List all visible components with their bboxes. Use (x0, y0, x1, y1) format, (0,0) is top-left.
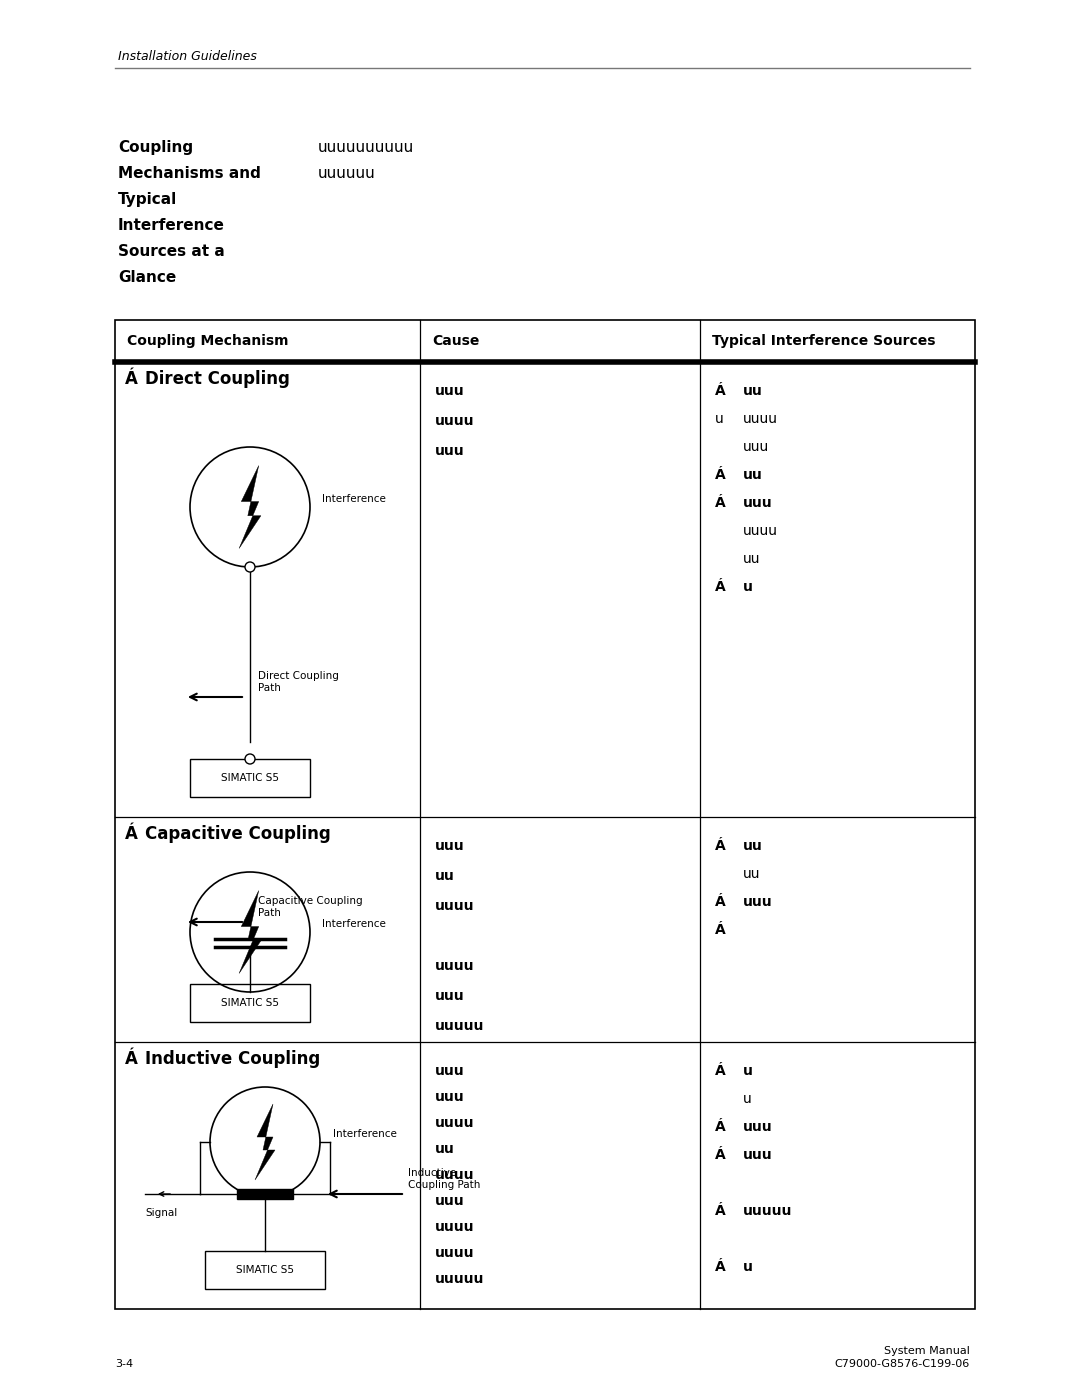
Text: Coupling: Coupling (118, 140, 193, 155)
Circle shape (245, 562, 255, 571)
Text: Capacitive Coupling: Capacitive Coupling (145, 826, 330, 842)
Text: Coupling Mechanism: Coupling Mechanism (127, 334, 288, 348)
Text: Á: Á (715, 1120, 726, 1134)
Bar (237, 1189, 293, 1199)
Text: Á: Á (125, 826, 138, 842)
Text: uuuu: uuuu (435, 1246, 474, 1260)
Text: Interference: Interference (333, 1129, 396, 1139)
Text: uuu: uuu (743, 1120, 772, 1134)
Text: Á: Á (715, 384, 726, 398)
Text: uuu: uuu (743, 496, 772, 510)
Polygon shape (239, 465, 261, 549)
Text: Á: Á (715, 580, 726, 594)
Text: Á: Á (715, 895, 726, 909)
Text: uuuuu: uuuuu (435, 1273, 484, 1287)
Text: Á: Á (715, 840, 726, 854)
Text: uuuu: uuuu (743, 412, 778, 426)
Bar (190, 983, 310, 1023)
Polygon shape (255, 1104, 275, 1180)
Text: Á: Á (715, 1204, 726, 1218)
Text: u: u (743, 580, 753, 594)
Text: u: u (715, 412, 724, 426)
Text: Typical Interference Sources: Typical Interference Sources (712, 334, 935, 348)
Text: uuu: uuu (743, 1148, 772, 1162)
Text: uu: uu (435, 1141, 455, 1155)
Text: Sources at a: Sources at a (118, 244, 225, 258)
Text: uuuu: uuuu (743, 524, 778, 538)
Text: uuu: uuu (435, 840, 464, 854)
Text: uu: uu (435, 869, 455, 883)
Bar (114, 320, 975, 1309)
Text: Á: Á (715, 1260, 726, 1274)
Text: uuuuu: uuuuu (435, 1018, 484, 1032)
Text: uu: uu (743, 384, 762, 398)
Text: uuuuuuuuuu: uuuuuuuuuu (318, 140, 415, 155)
Text: uuuu: uuuu (435, 1116, 474, 1130)
Text: SIMATIC S5: SIMATIC S5 (221, 773, 279, 782)
Text: System Manual
C79000-G8576-C199-06: System Manual C79000-G8576-C199-06 (835, 1345, 970, 1369)
Text: Direct Coupling: Direct Coupling (145, 370, 289, 388)
Text: u: u (743, 1065, 753, 1078)
Text: uuuu: uuuu (435, 958, 474, 972)
Text: 3-4: 3-4 (114, 1359, 133, 1369)
Text: Interference: Interference (118, 218, 225, 233)
Text: Inductive Coupling: Inductive Coupling (145, 1051, 321, 1067)
Text: Signal: Signal (145, 1208, 177, 1218)
Text: Installation Guidelines: Installation Guidelines (118, 50, 257, 63)
Text: uuuuu: uuuuu (743, 1204, 793, 1218)
Text: uuu: uuu (743, 895, 772, 909)
Text: Mechanisms and: Mechanisms and (118, 166, 261, 182)
Text: SIMATIC S5: SIMATIC S5 (237, 1266, 294, 1275)
Text: uu: uu (743, 868, 760, 882)
Text: uuu: uuu (435, 1090, 464, 1104)
Text: uuu: uuu (435, 444, 464, 458)
Text: uu: uu (743, 468, 762, 482)
Text: Interference: Interference (322, 495, 386, 504)
Polygon shape (239, 890, 261, 974)
Text: Á: Á (125, 370, 138, 388)
Text: Á: Á (715, 1065, 726, 1078)
Text: Cause: Cause (432, 334, 480, 348)
Text: Interference: Interference (322, 919, 386, 929)
Text: u: u (743, 1260, 753, 1274)
Text: uuuu: uuuu (435, 414, 474, 427)
Text: uuu: uuu (743, 440, 769, 454)
Text: uuuu: uuuu (435, 1220, 474, 1234)
Text: Á: Á (715, 923, 726, 937)
Text: uuuu: uuuu (435, 1168, 474, 1182)
Text: Inductive
Coupling Path: Inductive Coupling Path (408, 1168, 481, 1190)
Text: uuu: uuu (435, 384, 464, 398)
Text: Typical: Typical (118, 191, 177, 207)
Text: uuu: uuu (435, 989, 464, 1003)
Text: SIMATIC S5: SIMATIC S5 (221, 997, 279, 1009)
Text: uuu: uuu (435, 1194, 464, 1208)
Text: uuuu: uuuu (435, 900, 474, 914)
Text: Á: Á (715, 468, 726, 482)
Bar (205, 1250, 325, 1289)
Text: uu: uu (743, 552, 760, 566)
Text: uuu: uuu (435, 1065, 464, 1078)
Text: u: u (743, 1092, 752, 1106)
Text: Direct Coupling
Path: Direct Coupling Path (258, 671, 339, 693)
Text: Capacitive Coupling
Path: Capacitive Coupling Path (258, 895, 363, 918)
Text: Á: Á (715, 1148, 726, 1162)
Text: Á: Á (715, 496, 726, 510)
Text: uu: uu (743, 840, 762, 854)
Circle shape (245, 754, 255, 764)
Text: Á: Á (125, 1051, 138, 1067)
Bar (190, 759, 310, 798)
Text: Glance: Glance (118, 270, 176, 285)
Text: uuuuuu: uuuuuu (318, 166, 376, 182)
